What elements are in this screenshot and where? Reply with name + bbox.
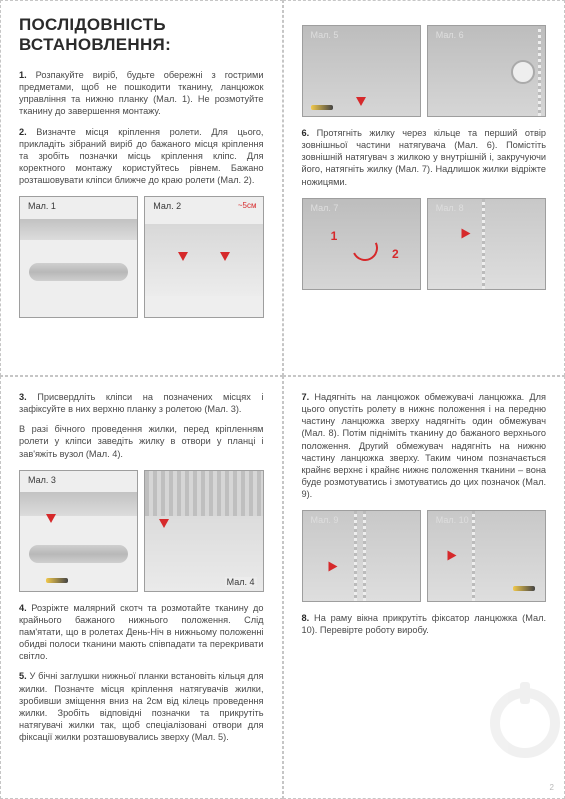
figure-6-label: Мал. 6 xyxy=(434,30,466,40)
figure-2-label: Мал. 2 xyxy=(151,201,183,211)
page-number: 2 xyxy=(550,783,554,792)
step-3b: В разі бічного проведення жилки, перед к… xyxy=(19,423,264,459)
figure-10: Мал. 10 xyxy=(427,510,546,602)
figure-7-num2: 2 xyxy=(392,247,399,261)
step-5: 5. У бічні заглушки нижньої планки встан… xyxy=(19,670,264,743)
figure-9: Мал. 9 xyxy=(302,510,421,602)
figure-1: Мал. 1 xyxy=(19,196,138,318)
quadrant-bottom-left: 3. Присвердліть кліпси на позначених міс… xyxy=(0,376,283,799)
figure-4: Мал. 4 xyxy=(144,470,263,592)
figure-5: Мал. 5 xyxy=(302,25,421,117)
step-4-text: Розріжте малярний скотч та розмотайте тк… xyxy=(19,603,264,662)
figure-1-label: Мал. 1 xyxy=(26,201,58,211)
figure-7-num1: 1 xyxy=(331,229,338,243)
figure-6: Мал. 6 xyxy=(427,25,546,117)
step-5-num: 5. xyxy=(19,671,27,681)
step-2: 2. Визначте місця кріплення ролети. Для … xyxy=(19,126,264,187)
figure-row-9-10: Мал. 9 Мал. 10 xyxy=(302,510,547,602)
quadrant-bottom-right: 7. Надягніть на ланцюжок обмежувачі ланц… xyxy=(283,376,565,799)
step-2-num: 2. xyxy=(19,127,27,137)
figure-3-label: Мал. 3 xyxy=(26,475,58,485)
figure-5-label: Мал. 5 xyxy=(309,30,341,40)
step-7-text: Надягніть на ланцюжок обмежувачі ланцюжк… xyxy=(302,392,547,499)
step-4: 4. Розріжте малярний скотч та розмотайте… xyxy=(19,602,264,663)
watermark-icon xyxy=(490,688,560,758)
step-1: 1. Розпакуйте виріб, будьте обережні з г… xyxy=(19,69,264,118)
step-2-text: Визначте місця кріплення ролети. Для цьо… xyxy=(19,127,264,186)
figure-2: Мал. 2 ~5см xyxy=(144,196,263,318)
step-1-num: 1. xyxy=(19,70,27,80)
figure-4-label: Мал. 4 xyxy=(225,577,257,587)
figure-7: Мал. 7 1 2 xyxy=(302,198,421,290)
figure-8: Мал. 8 xyxy=(427,198,546,290)
page-title: ПОСЛІДОВНІСТЬ ВСТАНОВЛЕННЯ: xyxy=(19,15,264,55)
step-7: 7. Надягніть на ланцюжок обмежувачі ланц… xyxy=(302,391,547,500)
step-3-num: 3. xyxy=(19,392,27,402)
step-3-text: Присвердліть кліпси на позначених місцях… xyxy=(19,392,264,414)
step-4-num: 4. xyxy=(19,603,27,613)
figure-10-label: Мал. 10 xyxy=(434,515,471,525)
step-5-text: У бічні заглушки нижньої планки встанові… xyxy=(19,671,264,742)
figure-row-1-2: Мал. 1 Мал. 2 ~5см xyxy=(19,196,264,318)
step-8-text: На раму вікна прикрутіть фіксатор ланцюж… xyxy=(302,613,547,635)
figure-9-label: Мал. 9 xyxy=(309,515,341,525)
figure-2-dim: ~5см xyxy=(238,201,257,210)
figure-row-3-4: Мал. 3 Мал. 4 xyxy=(19,470,264,592)
figure-3: Мал. 3 xyxy=(19,470,138,592)
step-3: 3. Присвердліть кліпси на позначених міс… xyxy=(19,391,264,415)
figure-row-5-6: Мал. 5 Мал. 6 xyxy=(302,25,547,117)
step-1-text: Розпакуйте виріб, будьте обережні з гост… xyxy=(19,70,264,116)
step-6: 6. Протягніть жилку через кільце та перш… xyxy=(302,127,547,188)
figure-7-label: Мал. 7 xyxy=(309,203,341,213)
figure-row-7-8: Мал. 7 1 2 Мал. 8 xyxy=(302,198,547,290)
step-8: 8. На раму вікна прикрутіть фіксатор лан… xyxy=(302,612,547,636)
quadrant-top-left: ПОСЛІДОВНІСТЬ ВСТАНОВЛЕННЯ: 1. Розпакуйт… xyxy=(0,0,283,376)
step-6-text: Протягніть жилку через кільце та перший … xyxy=(302,128,547,187)
figure-8-label: Мал. 8 xyxy=(434,203,466,213)
quadrant-top-right: Мал. 5 Мал. 6 6. Протягніть жилку через … xyxy=(283,0,565,376)
